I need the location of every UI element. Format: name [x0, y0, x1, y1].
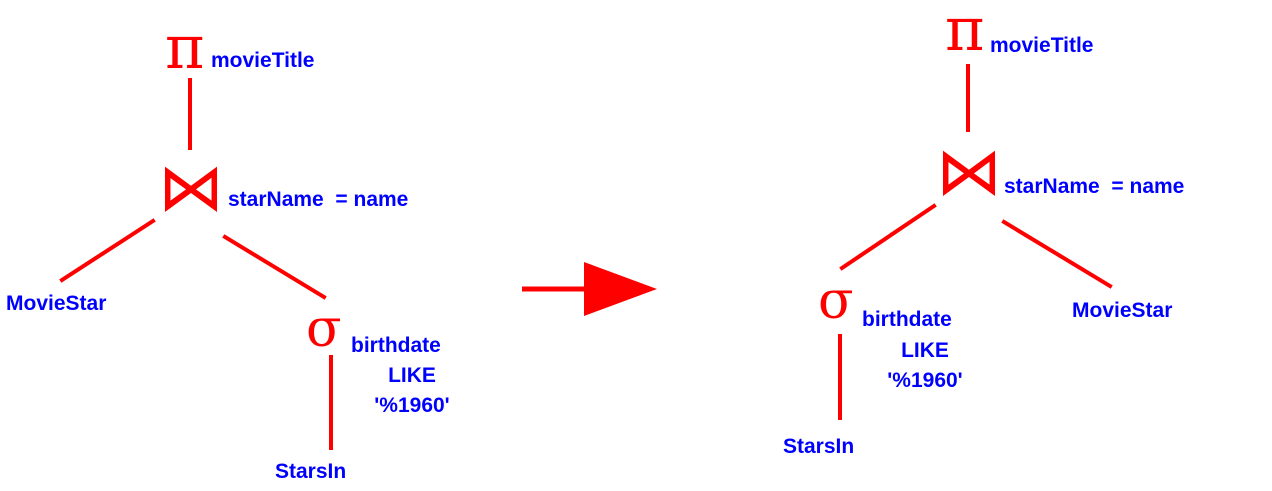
edge-join-selection: [222, 234, 327, 300]
projection-symbol: π: [165, 13, 204, 83]
edge-join-moviestar: [59, 218, 156, 283]
selection-condition-line-1: birthdate: [862, 308, 952, 331]
edge-join-selection: [839, 203, 937, 271]
selection-symbol: σ: [306, 299, 342, 359]
selection-condition-line-2: LIKE: [388, 364, 436, 387]
relation-moviestar: MovieStar: [1072, 299, 1172, 322]
tree-before: π movieTitle ⋈ starName = name MovieStar…: [6, 13, 450, 483]
join-condition: starName = name: [1004, 175, 1184, 198]
join-condition: starName = name: [228, 188, 408, 211]
projection-symbol: π: [945, 0, 984, 65]
join-symbol: ⋈: [158, 149, 224, 226]
tree-after: π movieTitle ⋈ starName = name MovieStar…: [783, 0, 1184, 458]
selection-symbol: σ: [818, 271, 854, 331]
join-symbol: ⋈: [936, 133, 1002, 210]
selection-condition-line-1: birthdate: [351, 334, 441, 357]
selection-condition-line-3: '%1960': [887, 369, 962, 392]
projection-attribute: movieTitle: [211, 49, 314, 72]
edge-join-moviestar: [1001, 219, 1113, 289]
selection-condition-line-3: '%1960': [374, 394, 449, 417]
relation-starsin: StarsIn: [783, 435, 854, 458]
right-arrow-icon: [522, 262, 657, 316]
relation-starsin: StarsIn: [275, 460, 346, 483]
selection-condition-line-2: LIKE: [901, 339, 949, 362]
relation-moviestar: MovieStar: [6, 292, 106, 315]
projection-attribute: movieTitle: [990, 34, 1093, 57]
